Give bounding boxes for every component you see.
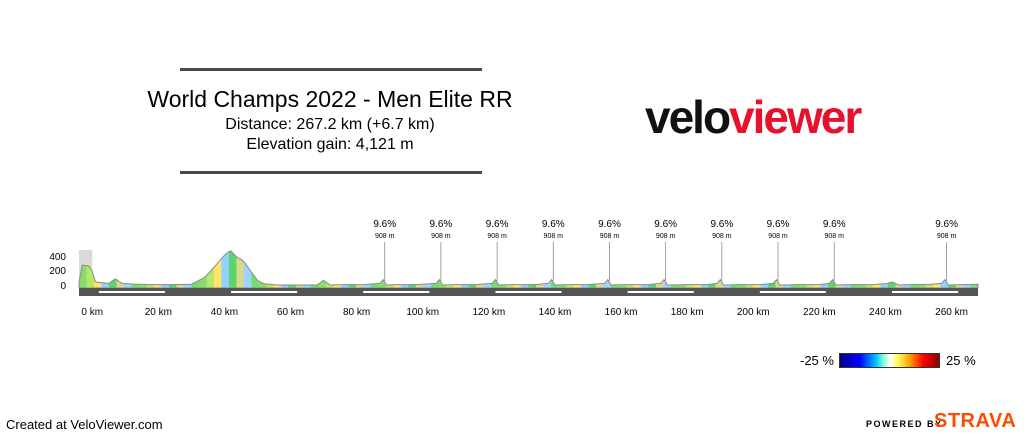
climb-gradient-label: 9.6% bbox=[486, 219, 509, 230]
climb-elevation-label: 908 m bbox=[487, 233, 507, 240]
climb-elevation-label: 908 m bbox=[600, 233, 620, 240]
veloviewer-logo: veloviewer bbox=[645, 91, 862, 143]
climb-gradient-label: 9.6% bbox=[767, 219, 790, 230]
chart-distance: Distance: 267.2 km (+6.7 km) bbox=[225, 116, 435, 133]
powered-by-label: POWERED BY bbox=[866, 419, 943, 429]
chart-elevation-gain: Elevation gain: 4,121 m bbox=[246, 136, 414, 153]
distance-bar-segment bbox=[892, 291, 959, 293]
strava-logo: STRAVA bbox=[934, 410, 1017, 432]
created-at-link[interactable]: Created at VeloViewer.com bbox=[6, 417, 163, 432]
legend-min-label: -25 % bbox=[800, 353, 834, 368]
climb-elevation-label: 908 m bbox=[375, 233, 395, 240]
climb-elevation-label: 908 m bbox=[768, 233, 788, 240]
legend-max-label: 25 % bbox=[946, 353, 976, 368]
distance-bar-segment bbox=[627, 291, 694, 293]
x-tick-label: 200 km bbox=[737, 307, 770, 318]
x-tick-label: 20 km bbox=[145, 307, 172, 318]
x-tick-label: 40 km bbox=[211, 307, 238, 318]
distance-bar-segment bbox=[363, 291, 430, 293]
x-tick-label: 260 km bbox=[935, 307, 968, 318]
elevation-profile-chart: 9.6% 908 m 9.6% 908 m 9.6% 908 m 9.6% 908 m 9.6%… bbox=[49, 219, 979, 318]
logo-velo: velo bbox=[645, 91, 731, 143]
climb-gradient-label: 9.6% bbox=[542, 219, 565, 230]
elevation-area bbox=[78, 250, 979, 289]
x-tick-label: 0 km bbox=[81, 307, 103, 318]
title-rule-top bbox=[180, 68, 482, 71]
y-tick-label: 200 bbox=[49, 266, 66, 277]
x-tick-label: 180 km bbox=[671, 307, 704, 318]
climb-elevation-label: 908 m bbox=[824, 233, 844, 240]
climb-elevation-label: 908 m bbox=[656, 233, 676, 240]
gradient-legend-bar bbox=[839, 353, 940, 368]
climb-elevation-label: 908 m bbox=[712, 233, 732, 240]
x-tick-label: 160 km bbox=[605, 307, 638, 318]
climb-elevation-label: 908 m bbox=[544, 233, 564, 240]
distance-bar-segment bbox=[98, 291, 165, 293]
distance-bar-segment bbox=[495, 291, 562, 293]
x-tick-label: 60 km bbox=[277, 307, 304, 318]
x-tick-label: 220 km bbox=[803, 307, 836, 318]
distance-bar-segment bbox=[759, 291, 826, 293]
climb-gradient-label: 9.6% bbox=[654, 219, 677, 230]
climb-gradient-label: 9.6% bbox=[710, 219, 733, 230]
climb-gradient-label: 9.6% bbox=[373, 219, 396, 230]
climb-gradient-label: 9.6% bbox=[823, 219, 846, 230]
x-tick-label: 80 km bbox=[343, 307, 370, 318]
climb-elevation-label: 908 m bbox=[431, 233, 451, 240]
distance-bar-segment bbox=[231, 291, 298, 293]
x-tick-label: 240 km bbox=[869, 307, 902, 318]
logo-viewer: viewer bbox=[729, 91, 862, 143]
title-rule-bottom bbox=[180, 171, 482, 174]
chart-title: World Champs 2022 - Men Elite RR bbox=[147, 86, 513, 112]
climb-gradient-label: 9.6% bbox=[598, 219, 621, 230]
climb-gradient-label: 9.6% bbox=[430, 219, 453, 230]
x-tick-label: 100 km bbox=[406, 307, 439, 318]
y-tick-label: 0 bbox=[60, 281, 66, 292]
x-tick-label: 120 km bbox=[472, 307, 505, 318]
climb-elevation-label: 908 m bbox=[937, 233, 957, 240]
climb-gradient-label: 9.6% bbox=[935, 219, 958, 230]
x-tick-label: 140 km bbox=[539, 307, 572, 318]
y-tick-label: 400 bbox=[49, 252, 66, 263]
